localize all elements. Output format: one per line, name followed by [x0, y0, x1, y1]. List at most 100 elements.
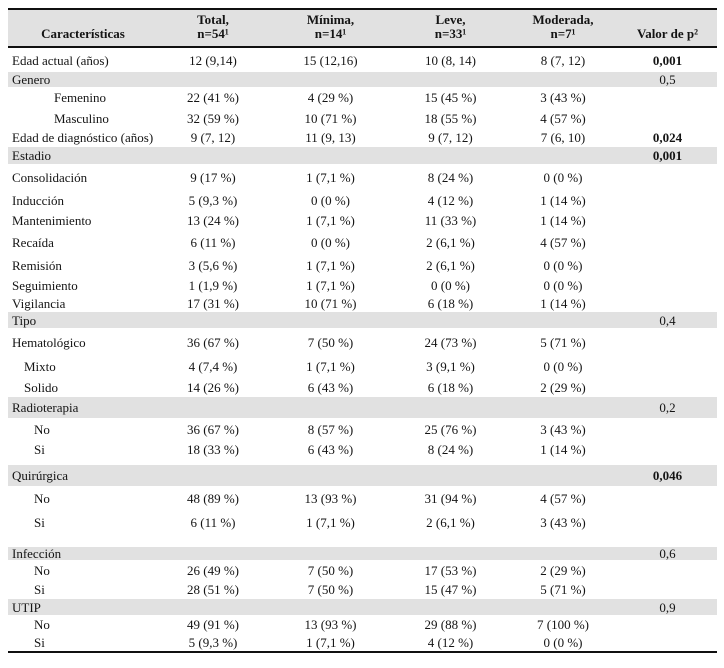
cell-moderada: 0 (0 %): [543, 277, 583, 293]
cell-minima: 1 (7,1 %): [306, 277, 355, 293]
column-header-leve: Leve, n=33¹: [393, 10, 508, 46]
cell-minima: 7 (50 %): [307, 334, 354, 350]
cell-moderada: 5 (71 %): [540, 334, 586, 350]
cell-leve: 2 (6,1 %): [426, 514, 475, 530]
row-label: Remisión: [12, 257, 62, 273]
cell-p-value: 0,4: [659, 312, 676, 328]
table-row: Vigilancia 17 (31 %) 10 (71 %) 6 (18 %) 1 (1…: [8, 295, 717, 312]
table-row: No 49 (91 %) 13 (93 %) 29 (88 %) 7 (100 %): [8, 615, 717, 634]
table-row: Edad de diagnóstico (años) 9 (7, 12) 11 (9…: [8, 128, 717, 147]
column-header-minima: Mínima, n=14¹: [268, 10, 393, 46]
cell-moderada: 0 (0 %): [543, 635, 583, 650]
column-header-label: Valor de p²: [637, 26, 698, 41]
table-bottom-rule: [8, 651, 717, 653]
cell-moderada: 5 (71 %): [540, 582, 586, 597]
cell-minima: 4 (29 %): [307, 90, 354, 105]
table-body: Edad actual (años) 12 (9,14) 15 (12,16) 10 …: [8, 48, 717, 651]
cell-leve: 24 (73 %): [424, 334, 477, 350]
row-label: Femenino: [54, 90, 106, 105]
cell-leve: 10 (8, 14): [425, 52, 476, 68]
row-label: Si: [34, 442, 45, 457]
cell-total: 48 (89 %): [187, 490, 239, 506]
cell-moderada: 0 (0 %): [543, 257, 583, 273]
cell-total: 5 (9,3 %): [188, 635, 238, 650]
row-label: Si: [34, 514, 45, 530]
table-row: Hematológico 36 (67 %) 7 (50 %) 24 (73 %) 5 …: [8, 328, 717, 356]
cell-moderada: 2 (29 %): [540, 379, 586, 395]
cell-total: 6 (11 %): [190, 235, 236, 250]
section-row: UTIP 0,9: [8, 599, 717, 615]
row-label: Masculino: [54, 110, 109, 126]
cell-moderada: 1 (14 %): [540, 442, 586, 457]
table-row: Consolidación 9 (17 %) 1 (7,1 %) 8 (24 %) 0 …: [8, 164, 717, 190]
row-label: Estadio: [12, 148, 51, 163]
cell-total: 18 (33 %): [187, 442, 239, 457]
row-label: No: [34, 617, 50, 632]
table-row: No 48 (89 %) 13 (93 %) 31 (94 %) 4 (57 %): [8, 486, 717, 510]
cell-total: 13 (24 %): [187, 212, 239, 228]
row-label: Genero: [12, 72, 51, 87]
column-header-caracteristicas: Características: [8, 10, 158, 46]
table-row: Edad actual (años) 12 (9,14) 15 (12,16) 10 …: [8, 48, 717, 72]
cell-moderada: 1 (14 %): [540, 192, 586, 208]
cell-leve: 3 (9,1 %): [426, 359, 475, 374]
cell-moderada: 7 (6, 10): [540, 130, 586, 145]
cell-moderada: 7 (100 %): [537, 617, 589, 632]
cell-minima: 13 (93 %): [304, 490, 357, 506]
cell-minima: 10 (71 %): [304, 296, 357, 311]
column-header-label: Leve,: [435, 12, 466, 27]
cell-leve: 18 (55 %): [424, 110, 477, 126]
cell-minima: 1 (7,1 %): [306, 635, 355, 650]
cell-moderada: 0 (0 %): [543, 169, 583, 185]
cell-leve: 11 (33 %): [424, 212, 477, 228]
cell-minima: 6 (43 %): [307, 379, 354, 395]
cell-moderada: 1 (14 %): [540, 296, 586, 311]
cell-total: 9 (7, 12): [190, 130, 236, 145]
cell-leve: 25 (76 %): [424, 421, 477, 437]
cell-minima: 13 (93 %): [304, 617, 357, 632]
cell-total: 22 (41 %): [187, 90, 239, 105]
cell-moderada: 3 (43 %): [540, 421, 586, 437]
column-header-n: n=7¹: [550, 26, 576, 41]
row-label: Radioterapia: [12, 400, 79, 415]
row-label: Inducción: [12, 192, 64, 208]
row-label: Edad de diagnóstico (años): [12, 130, 154, 145]
cell-leve: 4 (12 %): [427, 635, 474, 650]
table-row: Si 5 (9,3 %) 1 (7,1 %) 4 (12 %) 0 (0 %): [8, 634, 717, 651]
cell-leve: 4 (12 %): [427, 192, 474, 208]
cell-total: 1 (1,9 %): [188, 277, 238, 293]
cell-p-value: 0,001: [652, 52, 683, 68]
cell-total: 26 (49 %): [187, 562, 239, 578]
row-label: Hematológico: [12, 334, 86, 350]
table-row: Inducción 5 (9,3 %) 0 (0 %) 4 (12 %) 1 (14 %…: [8, 190, 717, 210]
cell-total: 3 (5,6 %): [188, 257, 238, 273]
column-header-n: n=14¹: [314, 26, 347, 41]
cell-leve: 6 (18 %): [427, 379, 474, 395]
row-label: Recaída: [12, 235, 54, 250]
table-row: Recaída 6 (11 %) 0 (0 %) 2 (6,1 %) 4 (57 %): [8, 230, 717, 255]
row-label: No: [34, 421, 50, 437]
cell-minima: 15 (12,16): [303, 52, 358, 68]
row-label: Si: [34, 582, 45, 597]
cell-total: 32 (59 %): [187, 110, 239, 126]
cell-leve: 8 (24 %): [427, 442, 474, 457]
table-row: Femenino 22 (41 %) 4 (29 %) 15 (45 %) 3 (43 …: [8, 87, 717, 108]
row-label: Tipo: [12, 312, 37, 328]
cell-minima: 7 (50 %): [307, 562, 354, 578]
cell-moderada: 8 (7, 12): [540, 52, 586, 68]
cell-minima: 1 (7,1 %): [306, 169, 355, 185]
cell-leve: 2 (6,1 %): [426, 257, 475, 273]
cell-minima: 6 (43 %): [307, 442, 354, 457]
column-header-label: Total,: [197, 12, 229, 27]
cell-moderada: 3 (43 %): [540, 514, 586, 530]
cell-minima: 0 (0 %): [311, 235, 350, 250]
cell-minima: 1 (7,1 %): [306, 212, 355, 228]
cell-moderada: 1 (14 %): [540, 212, 586, 228]
cell-leve: 9 (7, 12): [428, 130, 473, 145]
table-row: Seguimiento 1 (1,9 %) 1 (7,1 %) 0 (0 %) 0 (0…: [8, 275, 717, 295]
cell-total: 36 (67 %): [187, 334, 239, 350]
cell-leve: 0 (0 %): [431, 277, 470, 293]
cell-p-value: 0,9: [659, 599, 676, 615]
table-header: Características Total, n=54¹ Mínima, n=1…: [8, 8, 717, 48]
table-row: Si 28 (51 %) 7 (50 %) 15 (47 %) 5 (71 %): [8, 580, 717, 599]
